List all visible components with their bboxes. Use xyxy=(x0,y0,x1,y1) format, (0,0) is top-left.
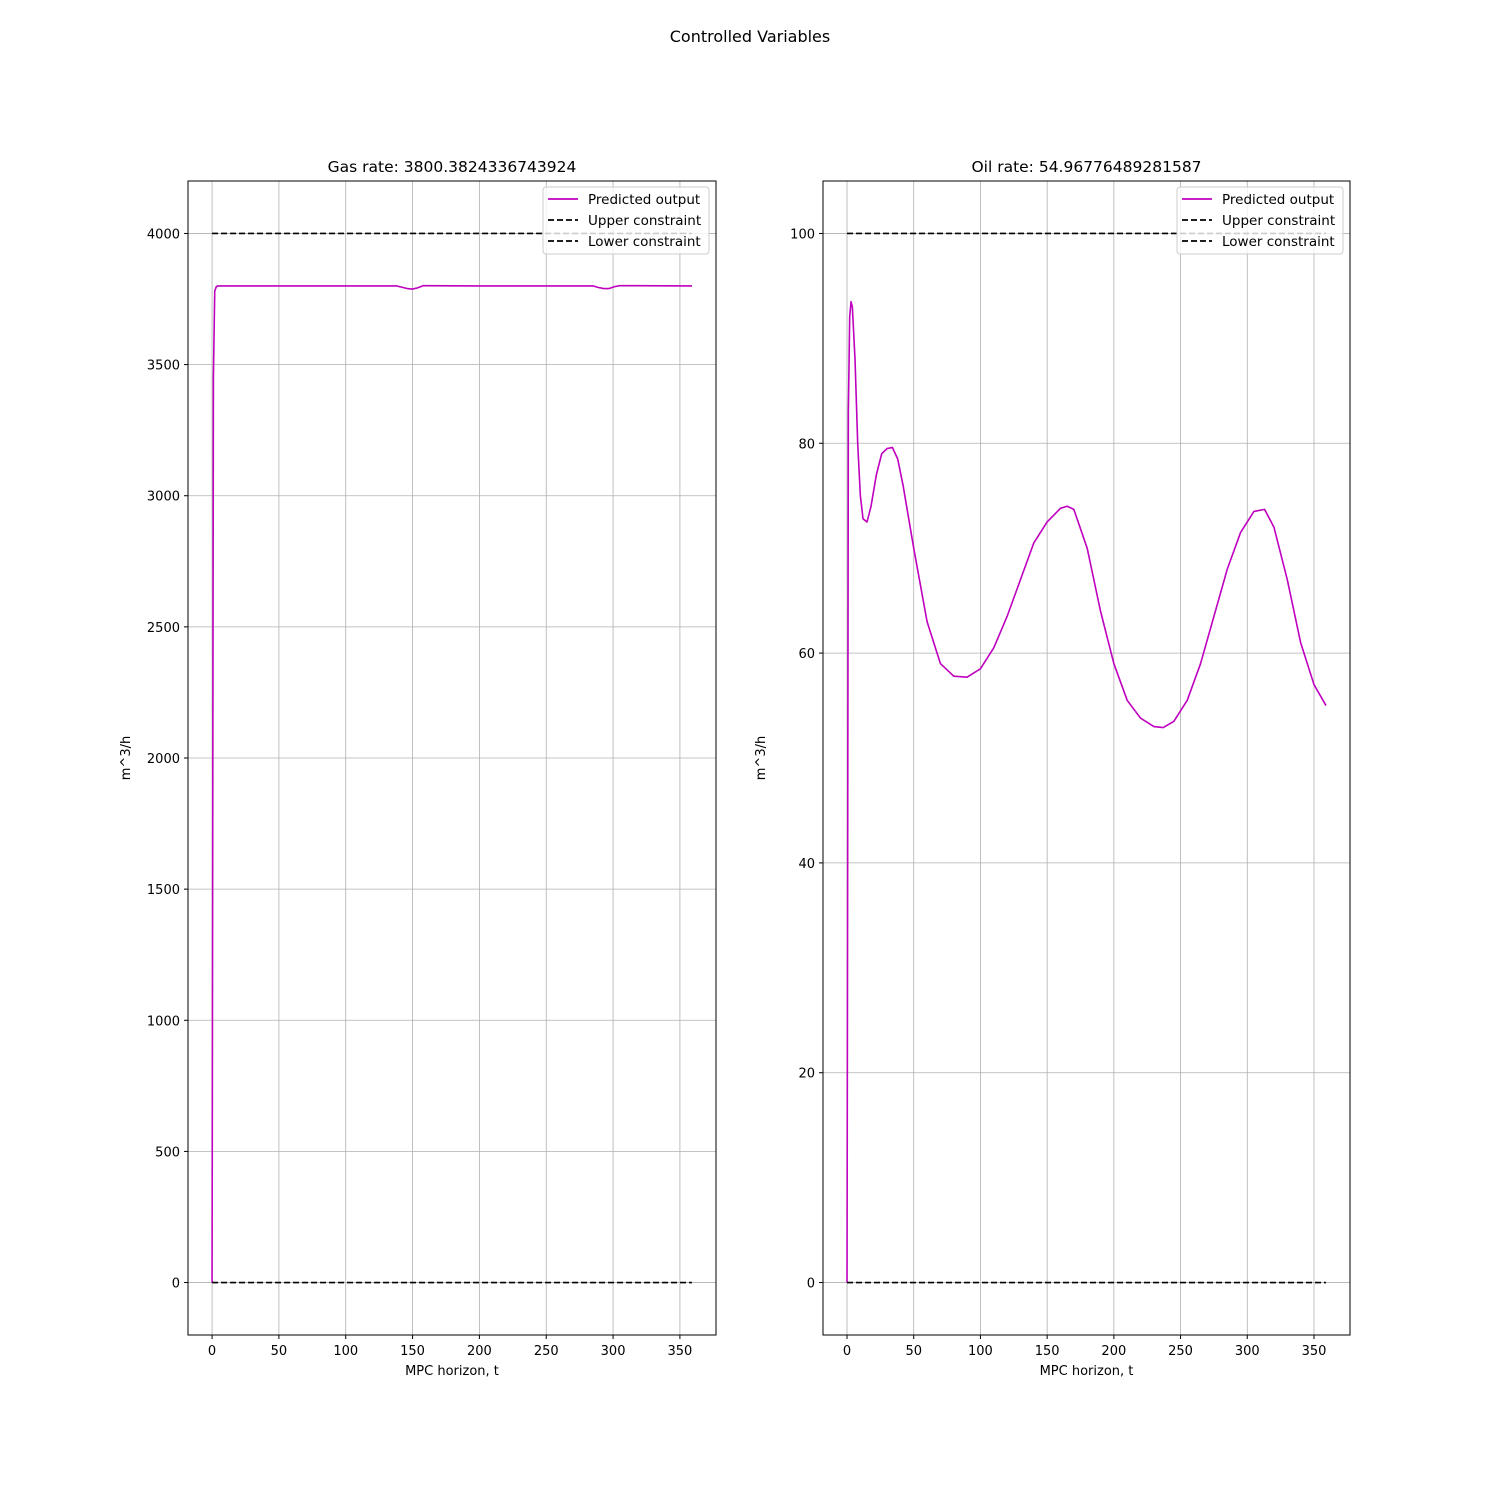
y-tick-label: 40 xyxy=(798,857,815,872)
x-tick-label: 100 xyxy=(333,1344,358,1359)
legend-label: Predicted output xyxy=(1222,192,1334,208)
x-tick-label: 150 xyxy=(400,1344,425,1359)
axes-frame xyxy=(822,180,1351,1336)
x-tick-label: 300 xyxy=(1235,1344,1260,1359)
y-tick-label: 100 xyxy=(790,227,815,242)
legend: Predicted output Upper constraint Lower co… xyxy=(542,186,710,255)
legend-label: Upper constraint xyxy=(1222,213,1335,229)
x-tick-label: 100 xyxy=(968,1344,993,1359)
x-tick-label: 200 xyxy=(467,1344,492,1359)
x-tick-label: 200 xyxy=(1101,1344,1126,1359)
subplot-2: 0 50 100 150 200 250 300 350 0 20 40 60 80 100 Oil rat… xyxy=(754,158,1351,1379)
x-tick-label: 250 xyxy=(1168,1344,1193,1359)
y-tick-label: 3500 xyxy=(147,359,180,374)
y-tick-label: 80 xyxy=(798,437,815,452)
x-tick-label: 150 xyxy=(1035,1344,1060,1359)
y-tick-label: 0 xyxy=(172,1277,180,1292)
legend: Predicted output Upper constraint Lower co… xyxy=(1176,186,1344,255)
x-tick-label: 50 xyxy=(905,1344,922,1359)
y-tick-label: 3000 xyxy=(147,490,180,505)
y-tick-label: 1000 xyxy=(147,1014,180,1029)
y-tick-label: 2000 xyxy=(147,752,180,767)
y-tick-label: 20 xyxy=(798,1067,815,1082)
predicted-output-line xyxy=(211,284,692,1283)
subplot-1: 0 50 100 150 200 250 300 3500500100015002000250… xyxy=(119,158,717,1379)
x-tick-label: 50 xyxy=(271,1344,288,1359)
legend-label: Upper constraint xyxy=(588,213,701,229)
x-tick-label: 300 xyxy=(601,1344,626,1359)
legend-label: Predicted output xyxy=(588,192,700,208)
legend-label: Lower constraint xyxy=(1222,234,1335,250)
y-tick-label: 4000 xyxy=(147,227,180,242)
y-tick-label: 1500 xyxy=(147,883,180,898)
x-axis-label: MPC horizon, t xyxy=(405,1364,499,1379)
y-tick-label: 0 xyxy=(807,1277,815,1292)
y-axis-label: m^3/h xyxy=(754,736,769,780)
y-tick-label: 2500 xyxy=(147,621,180,636)
x-tick-label: 250 xyxy=(534,1344,559,1359)
y-tick-label: 500 xyxy=(155,1145,180,1160)
subplot-title: Oil rate: 54.96776489281587 xyxy=(971,158,1201,176)
legend-label: Lower constraint xyxy=(588,234,701,250)
y-tick-label: 60 xyxy=(798,647,815,662)
x-tick-label: 350 xyxy=(667,1344,692,1359)
y-axis-label: m^3/h xyxy=(119,736,134,780)
x-tick-label: 350 xyxy=(1302,1344,1327,1359)
x-tick-label: 0 xyxy=(843,1344,851,1359)
legend-box xyxy=(542,186,710,255)
legend-box xyxy=(1176,186,1344,255)
figure-suptitle: Controlled Variables xyxy=(669,27,831,46)
subplot-title: Gas rate: 3800.3824336743924 xyxy=(328,158,577,176)
predicted-output-line xyxy=(846,300,1327,1283)
x-tick-label: 0 xyxy=(208,1344,216,1359)
x-axis-label: MPC horizon, t xyxy=(1040,1364,1134,1379)
